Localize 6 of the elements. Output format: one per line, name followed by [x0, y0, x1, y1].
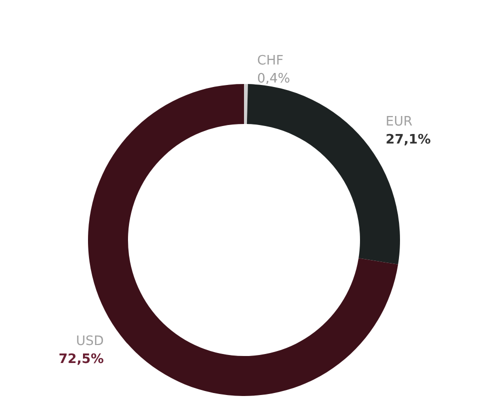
- slice-label: CHF: [257, 54, 284, 69]
- slice-label: EUR: [386, 114, 412, 130]
- slice-label: USD: [76, 334, 104, 349]
- data-label: 72,5%: [58, 352, 104, 367]
- data-label: 0,4%: [257, 72, 290, 87]
- data-label: 27,1%: [386, 132, 431, 148]
